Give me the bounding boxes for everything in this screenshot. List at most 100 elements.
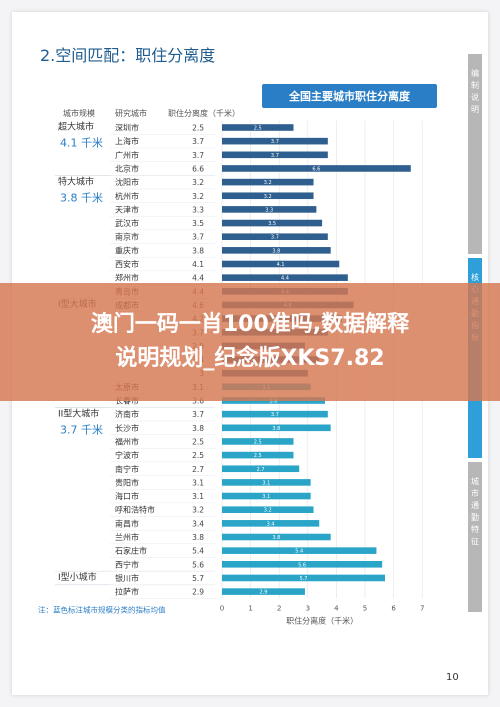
- bar: [222, 124, 294, 131]
- value-label: 3.1: [192, 492, 204, 501]
- overlay-title: 澳门一码一肖100准吗,数据解释 说明规划_纪念版XKS7.82: [0, 308, 500, 376]
- bar-data-label: 3.2: [264, 194, 272, 200]
- city-label: 杭州市: [115, 191, 139, 201]
- city-label: 贵阳市: [115, 477, 139, 487]
- bar: [222, 274, 348, 281]
- value-label: 5.6: [192, 560, 204, 569]
- bar: [222, 165, 411, 172]
- bar-data-label: 3.5: [268, 221, 276, 227]
- bar: [222, 533, 331, 541]
- bar-data-label: 3.2: [264, 508, 272, 514]
- value-label: 3.1: [192, 478, 204, 487]
- bar: [222, 520, 320, 527]
- bar: [222, 206, 317, 213]
- group-name: I型小城市: [58, 571, 97, 583]
- city-label: 拉萨市: [115, 587, 139, 597]
- bar-data-label: 5.4: [295, 549, 303, 555]
- value-label: 2.5: [192, 124, 204, 133]
- side-tab-compile[interactable]: 编制说明: [468, 54, 482, 254]
- bar: [222, 561, 383, 568]
- value-label: 3.5: [192, 219, 204, 228]
- value-label: 3.6: [192, 397, 204, 406]
- bar: [222, 465, 300, 473]
- overlay-title-line: 澳门一码一肖100准吗,数据解释: [90, 312, 410, 337]
- header-value: 职住分离度（千米）: [168, 108, 240, 118]
- bar-data-label: 3.7: [271, 235, 279, 241]
- city-label: 广州市: [115, 150, 139, 160]
- value-label: 4.4: [192, 274, 204, 283]
- value-label: 3.7: [192, 151, 204, 160]
- city-label: 兰州市: [115, 532, 139, 542]
- bar: [222, 233, 328, 240]
- group-name: 特大城市: [58, 175, 94, 187]
- bar-data-label: 3.3: [265, 207, 273, 213]
- value-label: 5.4: [192, 547, 204, 556]
- bar: [222, 547, 377, 554]
- footnote: 注：蓝色标注城市规模分类的指标均值: [38, 604, 166, 614]
- bar-data-label: 5.7: [300, 576, 308, 582]
- value-label: 3.8: [192, 246, 204, 255]
- group-mean: 3.8 千米: [60, 191, 103, 204]
- bar-data-label: 2.7: [257, 467, 265, 473]
- x-axis-label: 职住分离度（千米）: [286, 615, 358, 625]
- value-label: 2.7: [192, 465, 204, 474]
- bar-data-label: 3.1: [262, 494, 270, 500]
- bar: [222, 574, 386, 582]
- value-label: 3.8: [192, 424, 204, 433]
- bar-data-label: 2.5: [254, 453, 262, 459]
- overlay-title-line: 说明规划_纪念版XKS7.82: [115, 346, 385, 371]
- city-label: 海口市: [115, 491, 139, 501]
- x-tick-label: 5: [363, 604, 367, 612]
- bar-data-label: 3.8: [272, 535, 280, 541]
- bar: [222, 506, 314, 513]
- bar: [222, 410, 328, 418]
- bar: [222, 438, 294, 445]
- group-name: 超大城市: [58, 121, 94, 133]
- bar-data-label: 3.1: [262, 480, 270, 486]
- x-tick-label: 2: [277, 604, 281, 612]
- city-label: 南京市: [115, 232, 139, 242]
- city-label: 武汉市: [115, 218, 139, 228]
- city-label: 南昌市: [115, 518, 139, 528]
- x-tick-label: 0: [220, 604, 224, 612]
- city-label: 沈阳市: [115, 177, 139, 187]
- value-label: 3.8: [192, 533, 204, 542]
- city-label: 呼和浩特市: [115, 505, 155, 515]
- value-label: 2.5: [192, 451, 204, 460]
- bar-data-label: 3.8: [272, 426, 280, 432]
- value-label: 3.2: [192, 178, 204, 187]
- bar-data-label: 2.5: [254, 439, 262, 445]
- bar: [222, 424, 331, 432]
- value-label: 4.1: [192, 260, 204, 269]
- bar: [222, 151, 328, 159]
- x-tick-label: 6: [391, 604, 396, 612]
- city-label: 西安市: [115, 259, 139, 269]
- city-label: 深圳市: [115, 123, 139, 133]
- bar-data-label: 3.7: [271, 153, 279, 159]
- bar-data-label: 3.6: [270, 399, 278, 405]
- bar-data-label: 5.6: [298, 562, 306, 568]
- city-label: 银川市: [115, 573, 139, 583]
- group-name: II型大城市: [58, 407, 99, 419]
- bar-data-label: 4.4: [281, 276, 289, 282]
- city-label: 北京市: [115, 163, 139, 173]
- group-mean: 4.1 千米: [60, 137, 103, 150]
- city-label: 南宁市: [115, 464, 139, 474]
- city-label: 石家庄市: [115, 546, 147, 556]
- side-tab-features[interactable]: 城市通勤特征: [468, 462, 482, 612]
- header-city: 研究城市: [115, 108, 147, 118]
- bar: [222, 178, 314, 186]
- city-label: 宁波市: [115, 450, 139, 460]
- bar: [222, 260, 340, 268]
- bar: [222, 588, 305, 595]
- value-label: 3.7: [192, 137, 204, 146]
- value-label: 5.7: [192, 574, 204, 583]
- city-label: 长沙市: [115, 423, 139, 433]
- value-label: 3.3: [192, 205, 204, 214]
- bar: [222, 219, 323, 227]
- bar: [222, 451, 294, 459]
- section-title: 2.空间匹配：职住分离度: [40, 46, 216, 65]
- bar-data-label: 3.4: [267, 521, 275, 527]
- bar: [222, 137, 328, 145]
- x-tick-label: 7: [420, 604, 424, 612]
